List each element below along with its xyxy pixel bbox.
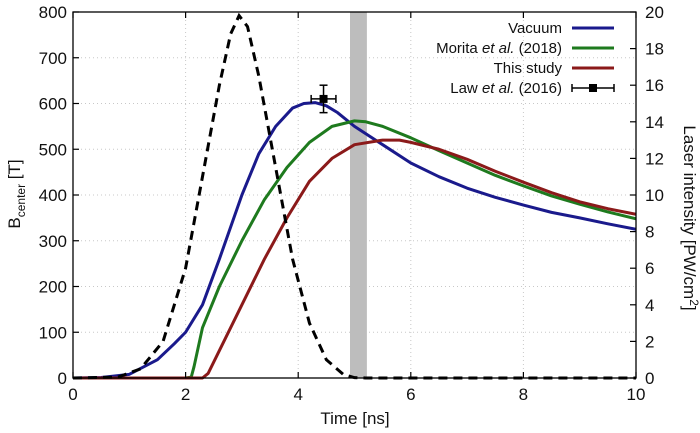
legend-label-part: et al.: [482, 80, 515, 97]
shaded-band-layer: [349, 12, 367, 378]
y-right-tick-label: 14: [645, 113, 664, 132]
y-right-tick-label: 0: [645, 369, 654, 388]
y-axis-left-title: Bcenter [T]: [5, 159, 28, 228]
x-tick-label: 6: [406, 385, 415, 404]
y-right-tick-label: 2: [645, 332, 654, 351]
y-left-tick-label: 500: [39, 140, 67, 159]
x-tick-label: 10: [627, 385, 646, 404]
y-right-tick-label: 10: [645, 186, 664, 205]
legend: Vacuum Morita et al. (2018) This study Law …: [436, 20, 615, 97]
y-right-title-main: Laser intensity [PW/cm: [680, 125, 699, 299]
legend-swatch-marker: [589, 84, 597, 92]
legend-label: Law et al. (2016): [450, 80, 562, 97]
y-left-tick-label: 0: [58, 369, 67, 388]
series-1-line: [73, 119, 637, 380]
y-right-title-close: ]: [680, 306, 699, 311]
legend-label-part: Vacuum: [508, 20, 562, 37]
legend-label-part: This study: [494, 60, 563, 77]
x-tick-label: 2: [181, 385, 190, 404]
grid-lines: [73, 12, 636, 378]
y-right-tick-label: 20: [645, 3, 664, 22]
legend-label-part: Law: [450, 80, 482, 97]
legend-label: Morita et al. (2018): [436, 40, 562, 57]
y-right-tick-label: 12: [645, 149, 664, 168]
legend-label-part: et al.: [482, 40, 515, 57]
y-left-tick-label: 300: [39, 232, 67, 251]
y-left-tick-label: 200: [39, 278, 67, 297]
y-left-tick-label: 100: [39, 323, 67, 342]
y-right-tick-label: 18: [645, 40, 664, 59]
y-left-title-sub: center: [14, 184, 28, 217]
y-axis-right-title: Laser intensity [PW/cm2]: [680, 125, 700, 310]
y-left-tick-label: 700: [39, 49, 67, 68]
y-left-title-unit: [T]: [5, 159, 24, 184]
legend-label-part: (2018): [514, 40, 562, 57]
y-right-tick-label: 6: [645, 259, 654, 278]
y-left-tick-label: 400: [39, 186, 67, 205]
y-right-tick-label: 8: [645, 223, 654, 242]
x-tick-label: 4: [293, 385, 302, 404]
legend-label: This study: [494, 60, 563, 77]
series-2-line: [73, 138, 637, 380]
y-right-tick-label: 4: [645, 296, 654, 315]
y-left-tick-label: 600: [39, 95, 67, 114]
x-tick-label: 0: [68, 385, 77, 404]
legend-label: Vacuum: [508, 20, 562, 37]
law-data-point: [319, 94, 328, 103]
legend-label-part: (2016): [514, 80, 562, 97]
axis-labels: Time [ns] Bcenter [T] Laser intensity [P…: [5, 125, 700, 428]
y-right-title-sup: 2: [687, 299, 700, 306]
x-tick-label: 8: [519, 385, 528, 404]
tick-layer: 0 2 4 6 8 10010020030040050060070080002468101…: [39, 3, 664, 404]
y-left-title-main: B: [5, 217, 24, 228]
series-0-line: [72, 101, 637, 380]
legend-label-part: Morita: [436, 40, 482, 57]
shaded-band: [349, 12, 367, 378]
y-left-tick-label: 800: [39, 3, 67, 22]
y-right-tick-label: 16: [645, 76, 664, 95]
x-axis-title: Time [ns]: [320, 409, 389, 428]
